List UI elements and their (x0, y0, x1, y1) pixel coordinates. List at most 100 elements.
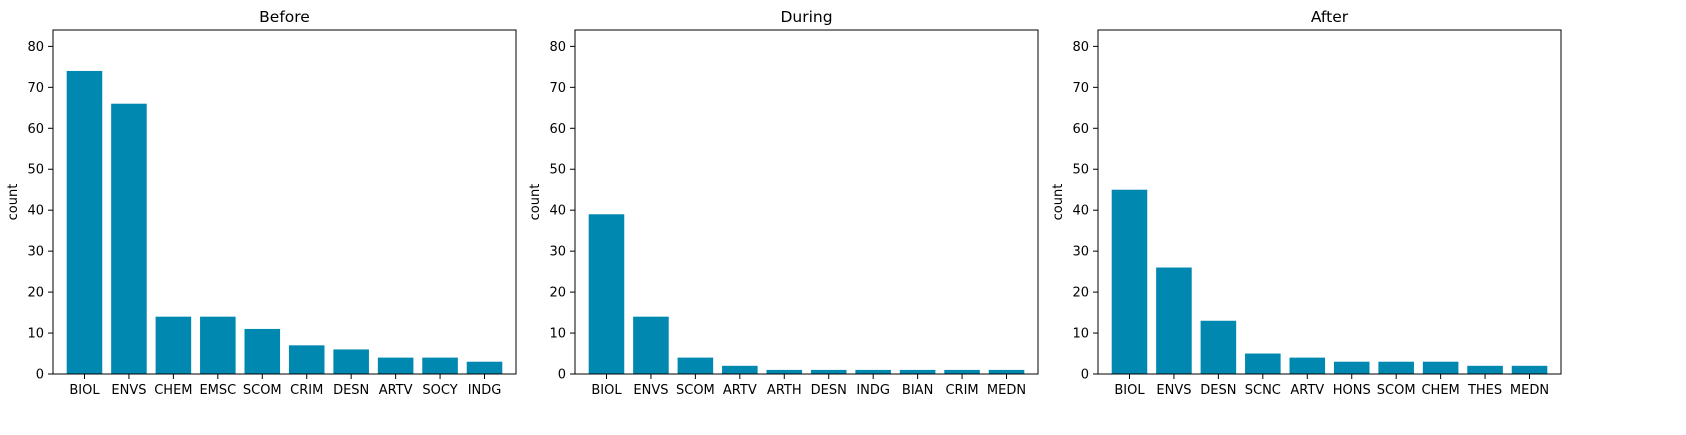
bar-socy (422, 357, 458, 374)
x-tick-label-scom: SCOM (1377, 383, 1416, 398)
x-tick-label-artv: ARTV (723, 383, 757, 398)
chart-title: During (780, 8, 832, 26)
chart-panel-before: BIOL ENVS CHEM EMSC SCOM CRIM DESN ARTV SOCY INDG… (6, 8, 517, 398)
y-tick-label: 10 (27, 327, 44, 342)
bar-arth (766, 369, 803, 374)
y-axis-title: count (6, 184, 21, 221)
y-tick-label: 50 (1072, 163, 1089, 178)
axes-frame (1097, 29, 1562, 375)
y-tick-label: 40 (27, 204, 44, 219)
bar-hons (1333, 361, 1370, 374)
x-tick-label-biol: BIOL (1114, 383, 1145, 398)
chart-panel-after: BIOL ENVS DESN SCNC ARTV HONS SCOM CHEM THES MEDN… (1051, 8, 1562, 398)
y-tick-label: 40 (549, 204, 566, 219)
x-tick-label-scom: SCOM (676, 383, 715, 398)
x-tick-label-desn: DESN (333, 383, 369, 398)
y-tick-label: 10 (1072, 327, 1089, 342)
bar-scnc (1245, 353, 1281, 374)
y-tick-label: 80 (549, 40, 566, 55)
bar-emsc (200, 316, 236, 374)
x-tick-label-indg: INDG (468, 383, 502, 398)
x-tick-label-chem: CHEM (1421, 383, 1459, 398)
axes-frame (574, 29, 1039, 375)
x-tick-label-crim: CRIM (290, 383, 323, 398)
y-tick-label: 20 (1072, 286, 1089, 301)
bar-desn (810, 369, 847, 374)
bar-biol (588, 214, 625, 374)
y-tick-label: 0 (36, 368, 44, 383)
bar-envs (111, 103, 147, 375)
y-tick-label: 30 (27, 245, 44, 260)
bar-artv (1289, 357, 1326, 374)
x-tick-label-biol: BIOL (69, 383, 100, 398)
bar-desn (333, 349, 369, 374)
x-tick-label-emsc: EMSC (199, 383, 236, 398)
y-tick-label: 20 (549, 286, 566, 301)
bar-chem (155, 316, 192, 374)
bar-thes (1467, 365, 1503, 374)
bar-crim (288, 345, 325, 374)
y-tick-label: 50 (27, 163, 44, 178)
x-tick-label-artv: ARTV (1290, 383, 1324, 398)
y-tick-label: 30 (549, 245, 566, 260)
chart-title: Before (259, 8, 310, 26)
x-tick-label-scom: SCOM (243, 383, 282, 398)
x-tick-label-medn: MEDN (987, 383, 1026, 398)
bar-chem (1422, 361, 1459, 374)
x-tick-label-hons: HONS (1333, 383, 1371, 398)
x-tick-label-envs: ENVS (111, 383, 146, 398)
bar-scom (677, 357, 714, 374)
y-axis-title: count (528, 184, 543, 221)
bar-artv (377, 357, 414, 374)
y-tick-label: 10 (549, 327, 566, 342)
bar-medn (1511, 365, 1548, 374)
x-tick-label-biol: BIOL (591, 383, 622, 398)
x-tick-label-crim: CRIM (945, 383, 978, 398)
y-tick-label: 60 (1072, 122, 1089, 137)
bar-envs (1156, 267, 1192, 374)
bar-scom (1378, 361, 1414, 374)
x-tick-label-indg: INDG (856, 383, 890, 398)
y-tick-label: 80 (1072, 40, 1089, 55)
x-tick-label-desn: DESN (811, 383, 847, 398)
x-tick-label-envs: ENVS (1156, 383, 1191, 398)
bar-envs (633, 316, 669, 374)
y-tick-label: 20 (27, 286, 44, 301)
x-tick-label-envs: ENVS (633, 383, 668, 398)
bar-indg (855, 369, 891, 374)
y-tick-label: 70 (1072, 81, 1089, 96)
bar-biol (66, 70, 103, 374)
x-tick-label-chem: CHEM (154, 383, 192, 398)
x-tick-label-socy: SOCY (422, 383, 457, 398)
bar-indg (466, 361, 503, 374)
x-tick-label-medn: MEDN (1510, 383, 1549, 398)
axes-frame (52, 29, 517, 375)
y-tick-label: 30 (1072, 245, 1089, 260)
bar-bian (899, 369, 936, 374)
y-tick-label: 40 (1072, 204, 1089, 219)
x-tick-label-bian: BIAN (902, 383, 933, 398)
x-tick-label-scnc: SCNC (1245, 383, 1281, 398)
y-tick-label: 80 (27, 40, 44, 55)
x-tick-label-desn: DESN (1200, 383, 1236, 398)
bar-artv (722, 365, 758, 374)
x-tick-label-artv: ARTV (379, 383, 413, 398)
y-tick-label: 0 (1081, 368, 1089, 383)
bar-crim (944, 369, 980, 374)
bar-biol (1111, 189, 1148, 374)
chart-panel-during: BIOL ENVS SCOM ARTV ARTH DESN INDG BIAN CRIM MEDN… (528, 8, 1039, 398)
x-tick-label-arth: ARTH (767, 383, 802, 398)
chart-title: After (1311, 8, 1349, 26)
y-tick-label: 70 (549, 81, 566, 96)
y-tick-label: 60 (549, 122, 566, 137)
y-tick-label: 0 (558, 368, 566, 383)
y-tick-label: 60 (27, 122, 44, 137)
y-tick-label: 70 (27, 81, 44, 96)
bar-scom (244, 328, 281, 374)
bar-medn (988, 369, 1025, 374)
x-tick-label-thes: THES (1467, 383, 1502, 398)
y-axis-title: count (1051, 184, 1066, 221)
bar-desn (1200, 320, 1237, 374)
y-tick-label: 50 (549, 163, 566, 178)
